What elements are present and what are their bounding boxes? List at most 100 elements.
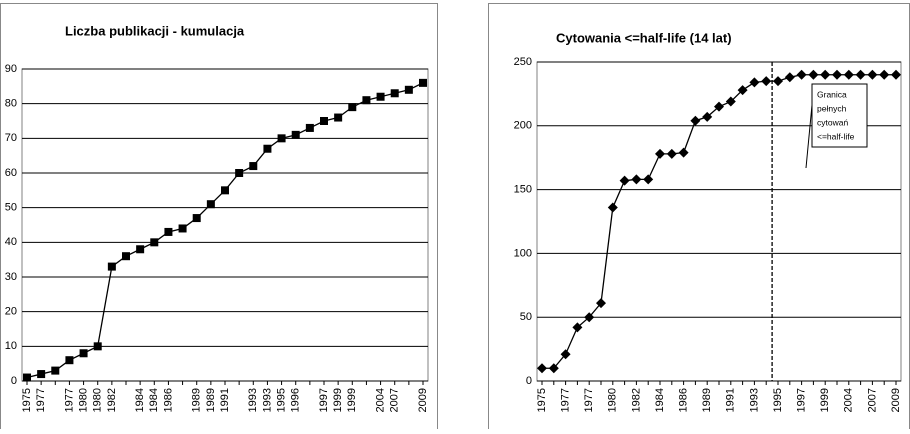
annotation: <=half-life <box>817 131 855 141</box>
x-tick-label: 1984 <box>134 388 146 412</box>
marker <box>51 366 60 375</box>
marker <box>666 148 677 159</box>
x-tick-label: 2009 <box>417 388 429 412</box>
marker <box>37 370 46 379</box>
x-tick-label: 1999 <box>332 388 344 412</box>
annotation: pełnych <box>817 103 847 113</box>
x-tick-label: 1995 <box>772 388 784 412</box>
marker <box>773 76 783 87</box>
marker <box>879 69 890 80</box>
marker <box>277 134 286 143</box>
x-tick-label: 1993 <box>748 388 760 412</box>
x-tick-label: 1995 <box>275 388 287 412</box>
annotation-box <box>811 83 868 148</box>
marker <box>362 96 371 105</box>
marker <box>820 69 831 80</box>
marker <box>702 111 713 122</box>
marker <box>808 69 819 80</box>
marker <box>678 147 689 158</box>
x-tick-label: 1980 <box>77 388 89 412</box>
x-tick-label: 1977 <box>35 388 47 412</box>
marker <box>79 349 88 358</box>
x-tick-label: 1989 <box>205 388 217 412</box>
y-tick-label: 0 <box>11 375 17 387</box>
marker <box>263 144 272 153</box>
marker <box>749 77 760 88</box>
x-tick-label: 2004 <box>374 388 386 412</box>
marker <box>65 356 74 365</box>
x-tick-label: 2004 <box>843 388 855 412</box>
x-tick-label: 1999 <box>819 388 831 412</box>
marker <box>376 92 385 101</box>
y-tick-label: 90 <box>5 63 17 75</box>
marker <box>537 363 547 374</box>
x-tick-label: 2007 <box>866 388 878 412</box>
marker <box>419 78 427 87</box>
y-tick-label: 20 <box>5 306 17 318</box>
x-tick-label: 1997 <box>318 388 330 412</box>
x-tick-label: 2009 <box>890 388 902 412</box>
y-tick-label: 250 <box>514 56 532 68</box>
marker <box>784 72 795 83</box>
y-tick-label: 70 <box>5 132 17 144</box>
y-tick-label: 10 <box>5 340 17 352</box>
marker <box>643 174 654 185</box>
marker <box>560 349 571 360</box>
marker <box>23 373 31 382</box>
x-tick-label: 1980 <box>92 388 104 412</box>
marker <box>548 363 559 374</box>
x-tick-label: 1991 <box>725 388 737 412</box>
marker <box>607 202 618 213</box>
y-tick-label: 100 <box>514 247 532 259</box>
x-tick-label: 1989 <box>701 388 713 412</box>
x-tick-label: 1986 <box>678 388 690 412</box>
y-tick-label: 60 <box>5 167 17 179</box>
annotation-leader <box>805 104 813 169</box>
marker <box>725 96 736 107</box>
marker <box>334 113 343 122</box>
x-tick-label: 2007 <box>389 388 401 412</box>
annotation: cytowań <box>817 117 848 127</box>
y-tick-label: 0 <box>526 375 532 387</box>
y-tick-label: 200 <box>514 120 532 132</box>
marker <box>867 69 878 80</box>
marker <box>93 342 102 351</box>
chart-title: Cytowania <=half-life (14 lat) <box>556 30 732 45</box>
marker <box>796 69 807 80</box>
x-tick-label: 1986 <box>162 388 174 412</box>
x-tick-label: 1984 <box>148 388 160 412</box>
marker <box>136 245 145 254</box>
marker <box>855 69 866 80</box>
marker <box>107 262 116 271</box>
marker <box>320 117 328 125</box>
marker <box>390 89 399 98</box>
x-tick-label: 1993 <box>261 388 273 412</box>
marker <box>291 130 300 139</box>
marker <box>348 103 357 112</box>
marker <box>619 175 630 186</box>
annotation: Granica <box>817 89 847 99</box>
marker <box>221 186 229 195</box>
marker <box>572 322 583 333</box>
marker <box>843 69 854 80</box>
marker <box>891 69 901 80</box>
x-tick-label: 1989 <box>191 388 203 412</box>
marker <box>832 69 842 80</box>
y-tick-label: 40 <box>5 236 17 248</box>
marker <box>714 101 724 112</box>
marker <box>761 76 772 87</box>
x-tick-label: 1993 <box>247 388 259 412</box>
marker <box>737 85 748 96</box>
x-tick-label: 1977 <box>63 388 75 412</box>
marker <box>596 298 606 309</box>
x-tick-label: 1996 <box>290 388 302 412</box>
x-tick-label: 1997 <box>796 388 808 412</box>
marker <box>206 200 215 209</box>
marker <box>249 162 258 171</box>
x-tick-label: 1975 <box>536 388 548 412</box>
marker <box>655 148 665 159</box>
x-tick-label: 1980 <box>607 388 619 412</box>
marker <box>584 312 595 323</box>
y-tick-label: 80 <box>5 98 17 110</box>
